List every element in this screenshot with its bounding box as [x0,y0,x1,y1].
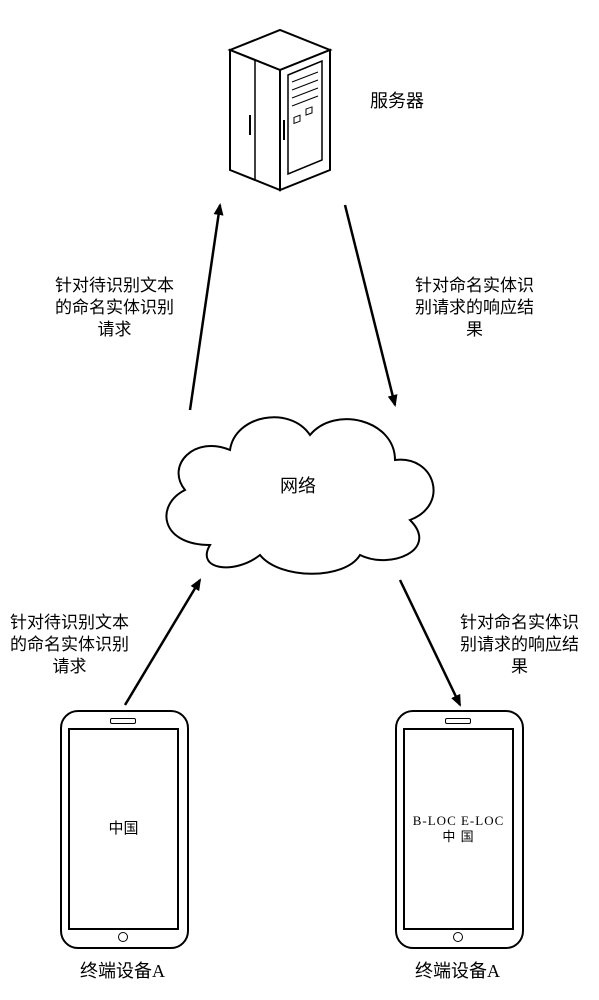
arrow4-label: 针对命名实体识 别请求的响应结 果 [460,612,579,678]
arrows-layer [0,0,599,1000]
arrow3-label: 针对待识别文本 的命名实体识别 请求 [10,612,129,678]
arrow-cloud-to-server [190,205,220,410]
diagram-canvas: 服务器 网络 中国 终端设备A B-LOC E-LOC 中 国 终端设备A [0,0,599,1000]
arrow-server-to-cloud [345,205,395,405]
arrow1-label: 针对待识别文本 的命名实体识别 请求 [55,275,174,341]
arrow-cloud-to-phone [400,580,460,705]
arrow2-label: 针对命名实体识 别请求的响应结 果 [415,275,534,341]
arrow-phone-to-cloud [125,580,200,705]
